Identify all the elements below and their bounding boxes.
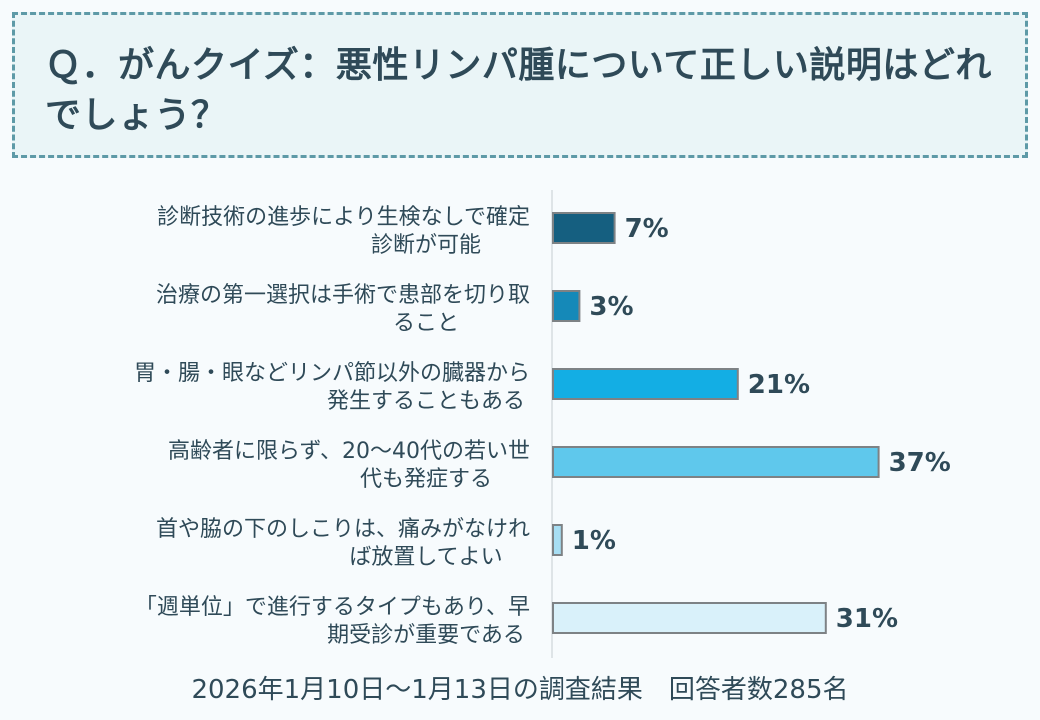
category-label: 治療の第一選択は手術で患部を切り取ること [156,283,530,336]
bar [552,524,563,556]
category-label-line: 高齢者に限らず、20～40代の若い世 [168,439,530,464]
category-label-line: 代も発症する [360,467,492,492]
category-label-line: 診断が可能 [371,233,481,258]
category-label: 高齢者に限らず、20～40代の若い世代も発症する [168,439,530,492]
bar-value-label: 31% [836,604,898,634]
bar-value-label: 37% [889,448,951,478]
bar-chart: 診断技術の進歩により生検なしで確定診断が可能 7% 治療の第一選択は手術で患部を切り… [134,190,951,658]
bar-value-label: 1% [572,526,616,556]
category-label-line: 期受診が重要である [327,623,525,648]
category-label-line: 首や脇の下のしこりは、痛みがなけれ [156,517,530,542]
bar-value-label: 21% [748,370,810,400]
survey-footer: 2026年1月10日～1月13日の調査結果 回答者数285名 [191,675,849,705]
bar [552,368,739,400]
bar [552,446,880,478]
category-label: 診断技術の進歩により生検なしで確定診断が可能 [157,205,530,258]
bar-value-label: 3% [589,292,633,322]
bar [552,290,581,322]
question-box: Ｑ．がんクイズ：悪性リンパ腫について正しい説明はどれでしょう？ [12,12,1028,158]
category-label-line: ること [393,311,459,336]
category-label-line: 胃・腸・眼などリンパ節以外の臓器から [134,361,530,386]
category-label-line: 治療の第一選択は手術で患部を切り取 [156,283,530,308]
category-label-line: 診断技術の進歩により生検なしで確定 [157,205,530,230]
category-label-line: 発生することもある [327,389,525,414]
category-label: 胃・腸・眼などリンパ節以外の臓器から発生することもある [134,361,530,414]
category-label-line: 「週単位」で進行するタイプもあり、早 [135,595,530,620]
bar-value-label: 7% [625,214,669,244]
bar [552,602,827,634]
category-label: 「週単位」で進行するタイプもあり、早期受診が重要である [135,595,530,648]
category-label: 首や脇の下のしこりは、痛みがなければ放置してよい [156,517,530,570]
category-label-line: ば放置してよい [349,545,502,570]
bar [552,212,616,244]
question-title: Ｑ．がんクイズ：悪性リンパ腫について正しい説明はどれでしょう？ [45,45,992,136]
